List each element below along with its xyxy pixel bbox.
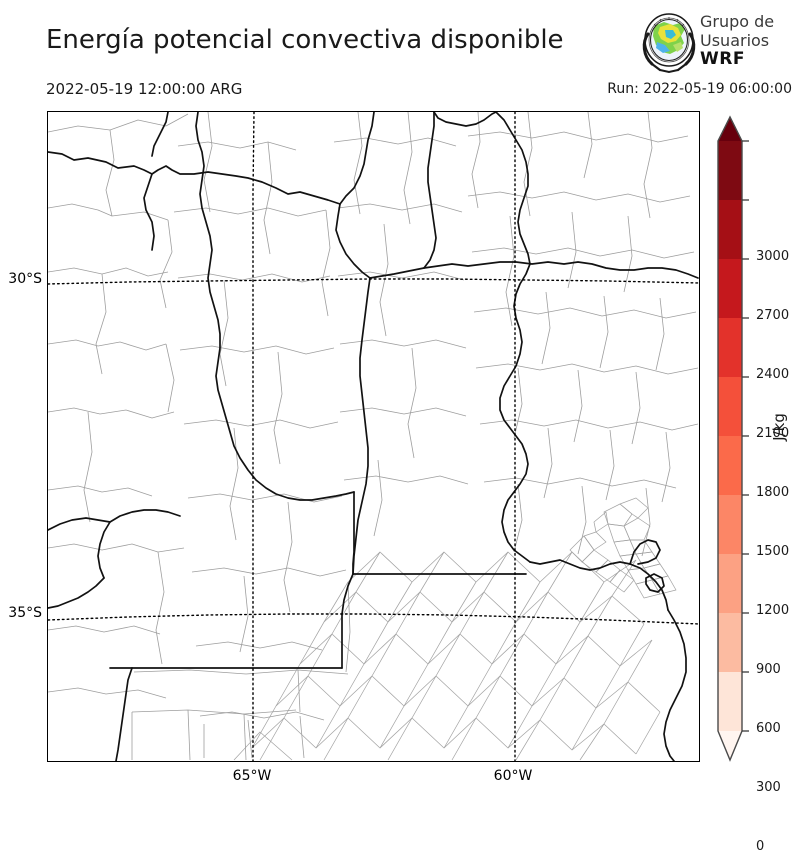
cb-label-1500: 1500 xyxy=(756,544,790,559)
cb-label-300: 300 xyxy=(756,780,781,795)
department-boundaries xyxy=(48,112,699,761)
graticule xyxy=(48,112,699,761)
logo-text-block: Grupo de Usuarios WRF xyxy=(700,12,792,74)
cb-label-2700: 2700 xyxy=(756,308,790,323)
lat-label-30s: 30°S xyxy=(8,271,42,287)
colorbar[interactable]: 3000 2700 2400 2100 1800 1500 1200 900 6… xyxy=(706,115,800,854)
cb-band-under xyxy=(718,731,742,760)
wrf-emblem-icon xyxy=(640,12,698,74)
valid-time-label: 2022-05-19 12:00:00 ARG xyxy=(46,80,243,98)
cb-label-900: 900 xyxy=(756,662,781,677)
colorbar-bands xyxy=(718,117,742,760)
lon-label-60w: 60°W xyxy=(493,768,533,784)
cb-label-1800: 1800 xyxy=(756,485,790,500)
run-time-label: Run: 2022-05-19 06:00:00 xyxy=(607,81,792,97)
wrf-user-group-logo: Grupo de Usuarios WRF xyxy=(640,12,792,74)
cb-band-over xyxy=(718,117,742,141)
colorbar-unit-label: J/kg xyxy=(770,413,788,441)
province-boundaries xyxy=(48,112,699,761)
graticule-lat-35s xyxy=(48,613,699,625)
cb-label-2400: 2400 xyxy=(756,367,790,382)
lon-label-65w: 65°W xyxy=(232,768,272,784)
page-title: Energía potencial convectiva disponible xyxy=(46,25,564,55)
weather-map-page: Energía potencial convectiva disponible … xyxy=(8,12,800,854)
map-field-background xyxy=(48,112,699,761)
logo-line-1: Grupo de xyxy=(700,12,775,31)
cb-label-3000: 3000 xyxy=(756,249,790,264)
logo-line-3: WRF xyxy=(700,49,745,69)
logo-line-2: Usuarios xyxy=(700,31,770,50)
graticule-lon-65w xyxy=(252,112,255,761)
cb-label-1200: 1200 xyxy=(756,603,790,618)
cb-label-600: 600 xyxy=(756,721,781,736)
map-plot-area[interactable] xyxy=(47,111,700,762)
graticule-lat-30s xyxy=(48,278,699,285)
colorbar-ticks xyxy=(742,140,749,732)
cb-label-2100: 2100 xyxy=(756,426,790,441)
lat-label-35s: 35°S xyxy=(8,605,42,621)
cb-label-0: 0 xyxy=(756,839,765,854)
